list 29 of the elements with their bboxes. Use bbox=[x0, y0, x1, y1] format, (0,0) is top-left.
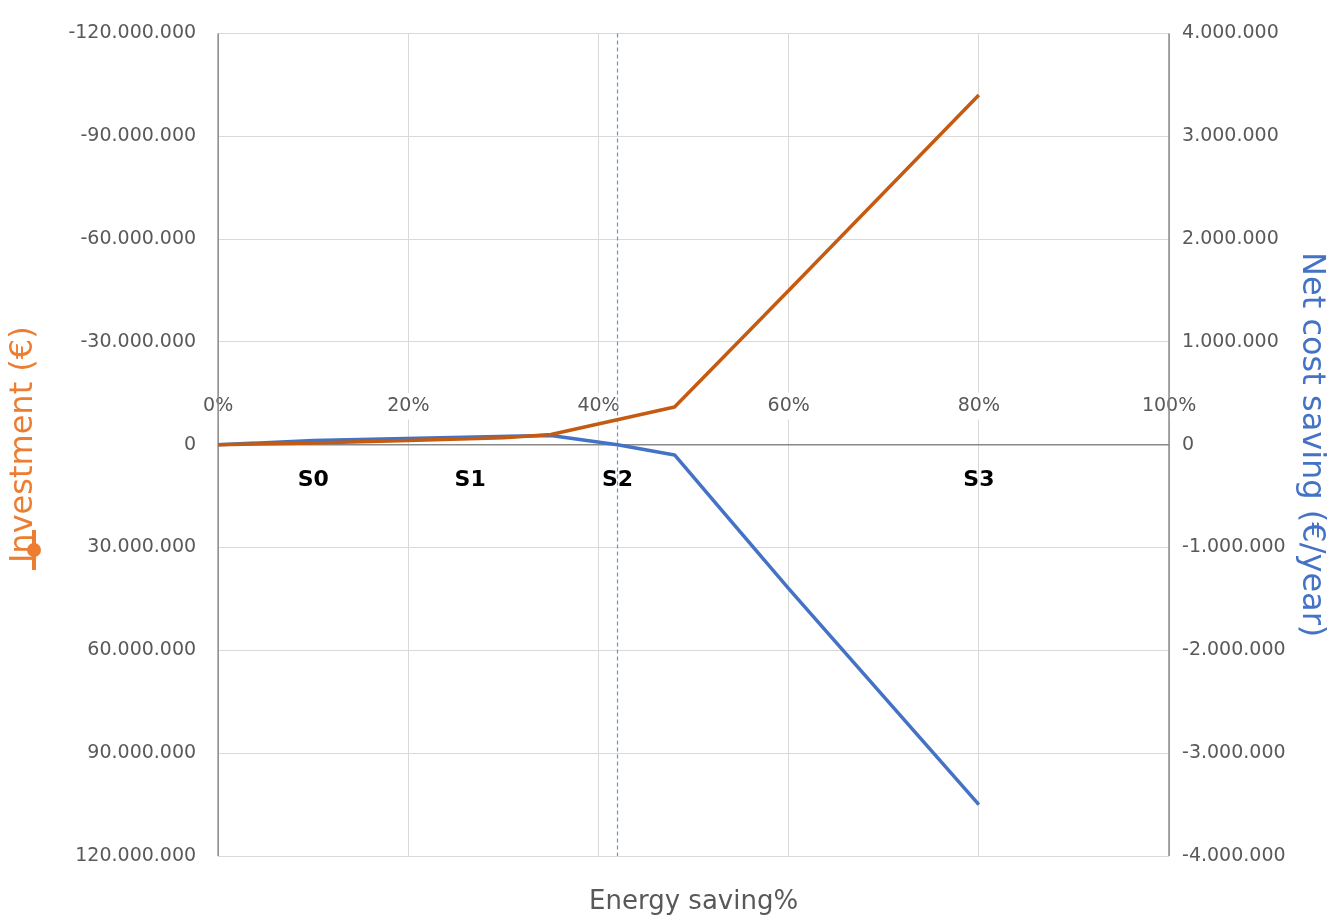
x-tick-label: 60% bbox=[767, 393, 810, 416]
y2-tick-label: -4.000.000 bbox=[1182, 842, 1286, 865]
x-axis-title: Energy saving% bbox=[589, 884, 799, 915]
y2-tick-label: 3.000.000 bbox=[1182, 123, 1279, 146]
x-tick-label: 20% bbox=[387, 393, 430, 416]
annotation: S3 bbox=[963, 466, 995, 492]
y-tick-label: 0 bbox=[184, 431, 197, 454]
y-tick-label: 60.000.000 bbox=[87, 637, 197, 660]
annotation: S2 bbox=[601, 466, 634, 492]
y2-tick-label: 2.000.000 bbox=[1182, 225, 1279, 248]
y-tick-label: 90.000.000 bbox=[87, 740, 197, 763]
y-axis-title: Investment (€) bbox=[1, 326, 40, 564]
y2-axis-title: Net cost saving (€/year) bbox=[1295, 252, 1334, 638]
y2-tick-label: -1.000.000 bbox=[1182, 534, 1286, 557]
y-tick-label: -30.000.000 bbox=[80, 328, 197, 351]
y-tick-label: 30.000.000 bbox=[87, 534, 197, 557]
y-tick-label: 120.000.000 bbox=[75, 842, 197, 865]
y-tick-label: -60.000.000 bbox=[80, 225, 197, 248]
y-tick-label: -90.000.000 bbox=[80, 123, 197, 146]
x-tick-label: 80% bbox=[957, 393, 1000, 416]
y2-tick-label: -3.000.000 bbox=[1182, 740, 1286, 763]
y2-tick-label: -2.000.000 bbox=[1182, 637, 1286, 660]
x-tick-label: 40% bbox=[577, 393, 620, 416]
y2-tick-label: 1.000.000 bbox=[1182, 328, 1279, 351]
annotation: S0 bbox=[297, 466, 329, 492]
y-tick-label: -120.000.000 bbox=[68, 20, 197, 43]
y2-tick-label: 0 bbox=[1182, 431, 1195, 454]
y2-tick-label: 4.000.000 bbox=[1182, 20, 1279, 43]
annotation: S1 bbox=[454, 466, 486, 492]
